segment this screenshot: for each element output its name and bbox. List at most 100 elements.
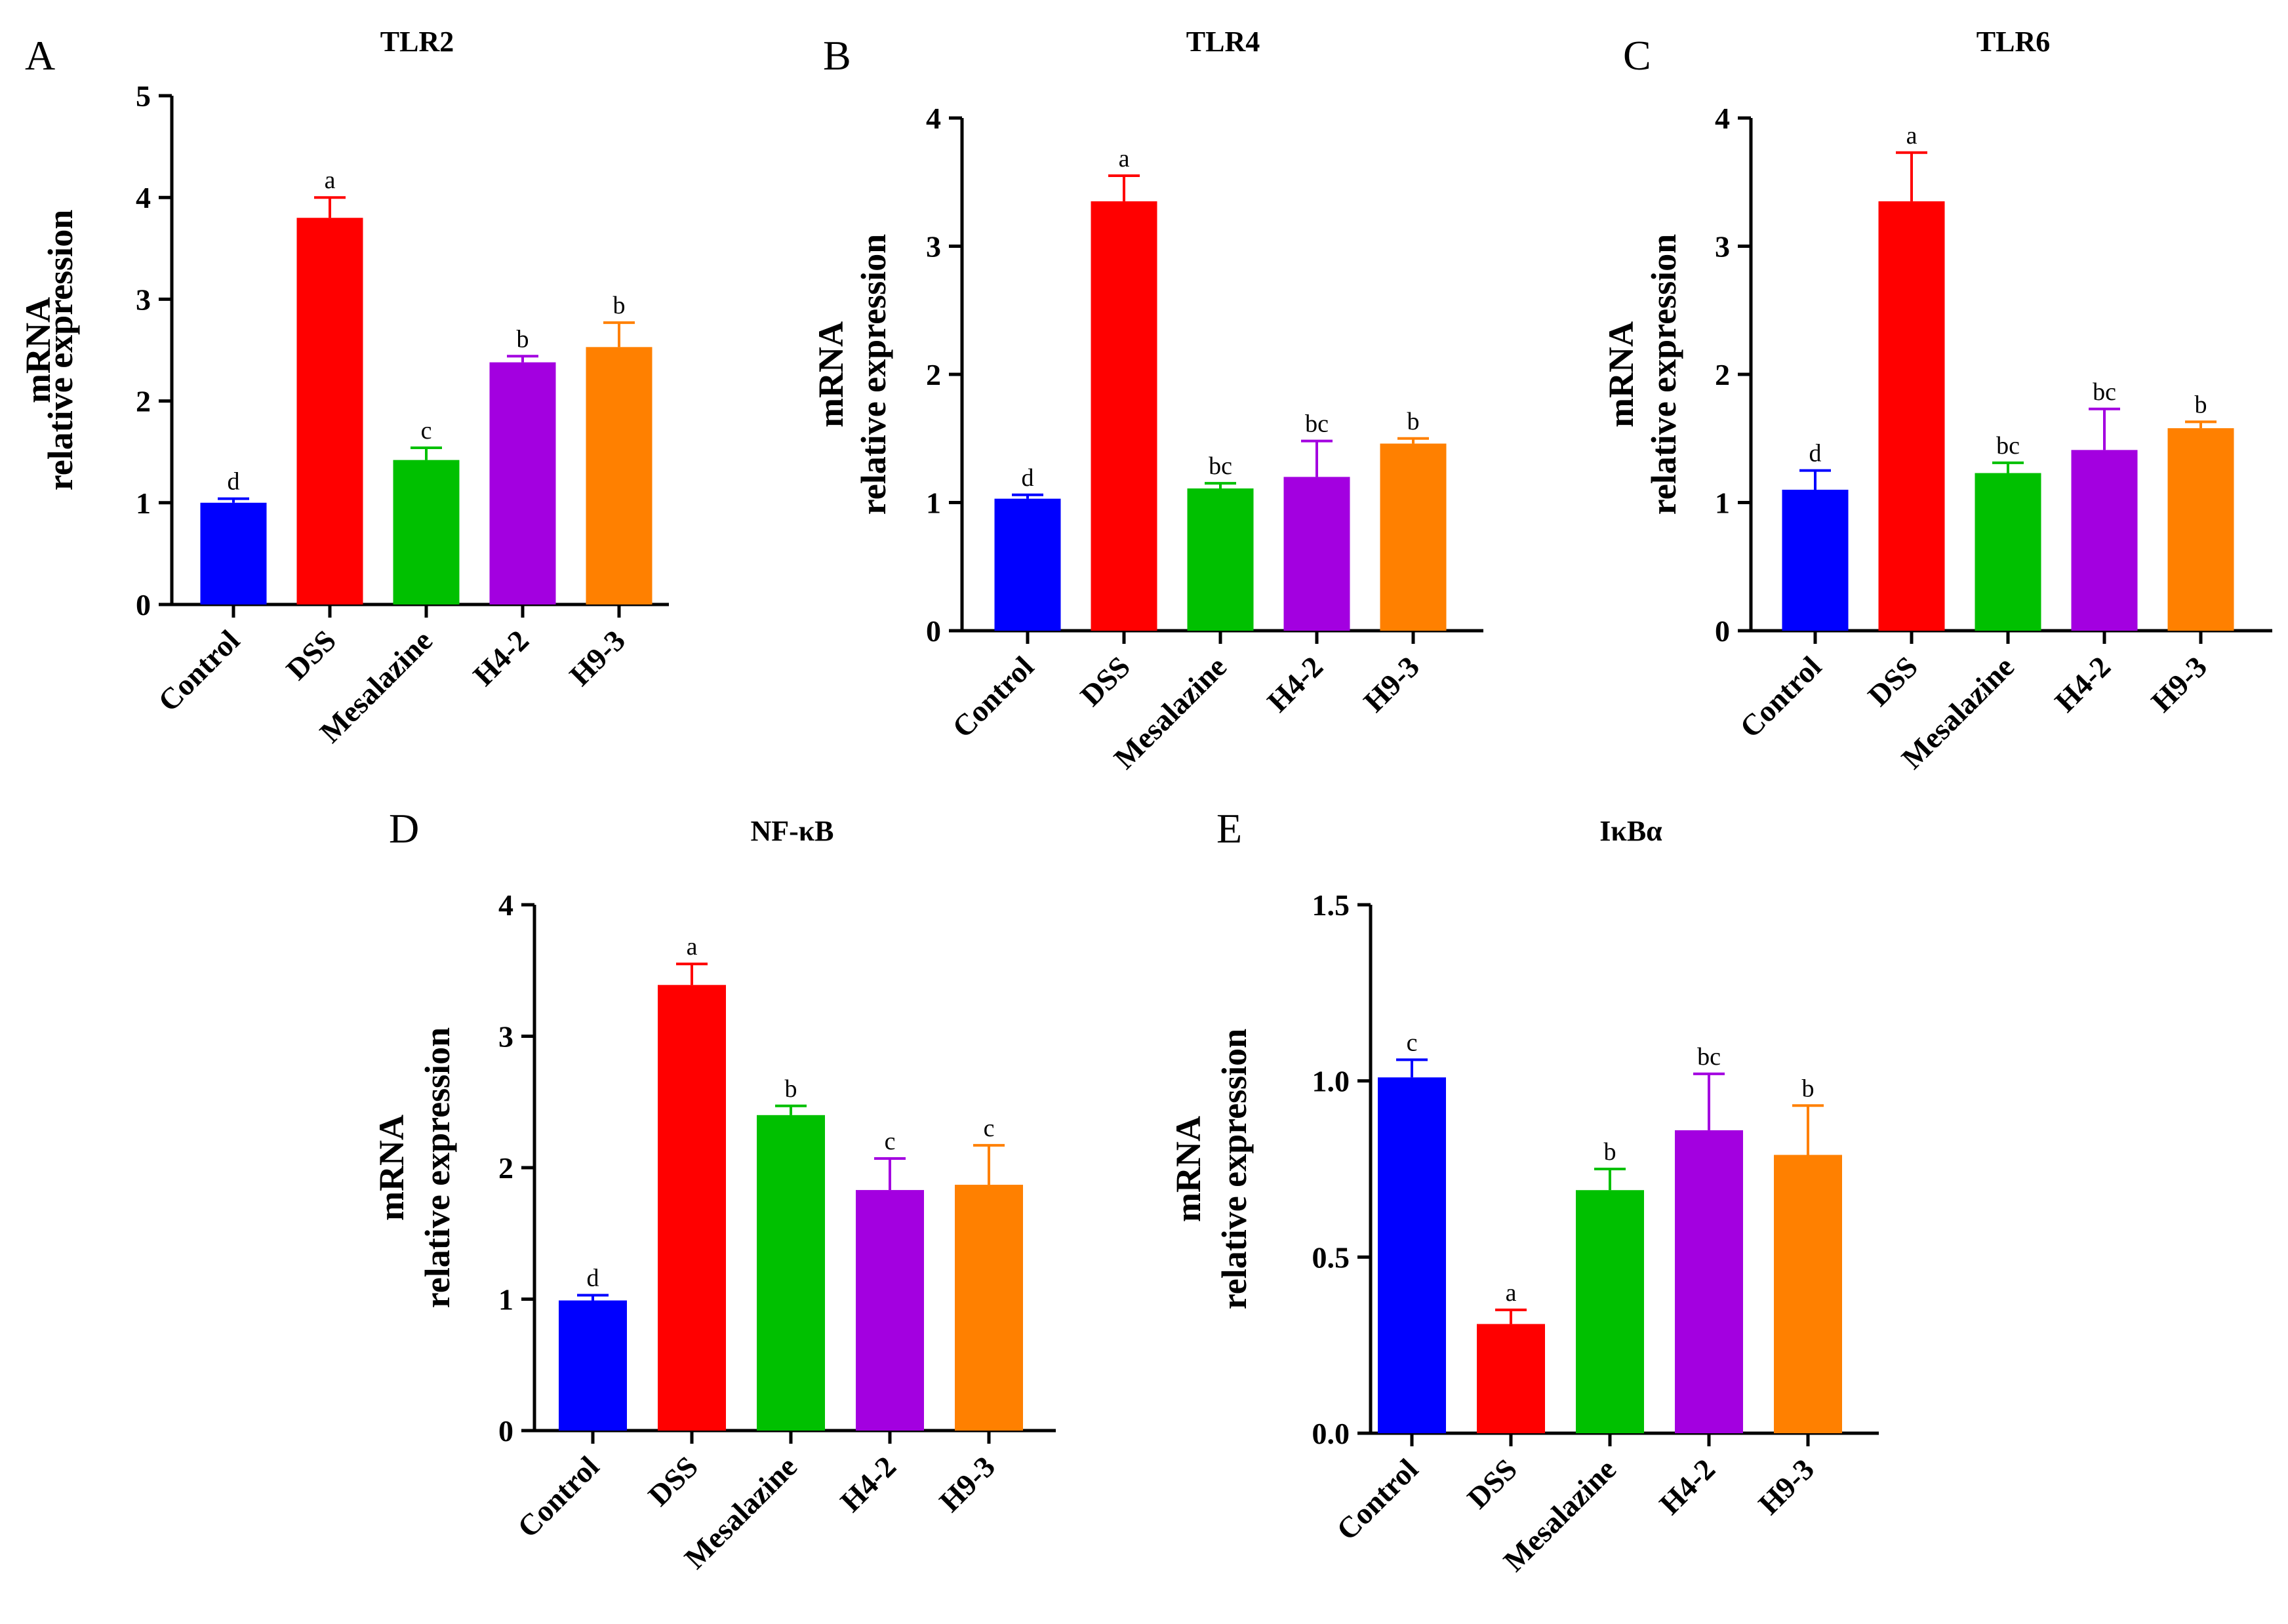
y-tick-label: 3 — [498, 1020, 513, 1054]
y-tick-label: 3 — [926, 230, 941, 264]
bar — [658, 985, 726, 1431]
category-label: DSS — [1074, 650, 1136, 713]
y-axis-label-line1: mRNA — [1601, 321, 1641, 427]
category-label: H9-3 — [933, 1450, 1001, 1518]
bar — [489, 362, 556, 604]
significance-label: a — [1906, 122, 1917, 149]
y-tick-label: 1 — [498, 1283, 513, 1317]
bar — [994, 498, 1061, 631]
chart-e: E IκBα mRNA relative expression 0.0 0.5 1.0 1.5… — [1169, 805, 1879, 1577]
y-tick-label: 4 — [1715, 102, 1730, 135]
significance-label: bc — [1996, 432, 2020, 460]
y-tick-label: 4 — [136, 181, 151, 214]
bar — [955, 1185, 1023, 1431]
significance-label: a — [687, 933, 698, 961]
chart-title: TLR2 — [380, 26, 454, 58]
y-tick-label: 1 — [926, 486, 941, 520]
chart-title: NF-κB — [750, 815, 833, 847]
y-axis-label-line2: relative expression — [418, 1027, 457, 1308]
y-tick-label: 0 — [136, 588, 151, 622]
chart-d: D NF-κB mRNA relative expression 0 1 2 3 4 d Contr… — [372, 805, 1056, 1575]
bar — [1283, 477, 1350, 631]
significance-label: a — [325, 167, 336, 194]
significance-label: c — [984, 1115, 995, 1142]
significance-label: c — [421, 417, 432, 445]
y-tick-label: 0 — [498, 1414, 513, 1448]
significance-label: bc — [1209, 452, 1232, 480]
significance-label: a — [1506, 1279, 1517, 1307]
category-label: H4-2 — [833, 1450, 902, 1518]
bar — [1675, 1130, 1743, 1433]
significance-label: b — [613, 292, 626, 319]
y-tick-label: 1 — [1715, 486, 1730, 520]
bar — [1477, 1324, 1545, 1433]
significance-label: b — [785, 1075, 797, 1103]
panel-letter: C — [1623, 32, 1651, 79]
y-tick-label: 1 — [136, 486, 151, 520]
y-tick-label: 2 — [136, 385, 151, 418]
panel-letter: B — [823, 32, 851, 79]
category-label: H4-2 — [1260, 650, 1329, 719]
significance-label: b — [517, 325, 529, 353]
significance-label: b — [1604, 1138, 1616, 1166]
bar — [1774, 1155, 1842, 1433]
y-axis-label-line2: relative expression — [1214, 1029, 1254, 1309]
chart-b: B TLR4 mRNA relative expression 0 1 2 3 4 d Contro… — [811, 26, 1483, 775]
significance-label: bc — [2093, 378, 2116, 406]
bar — [1091, 201, 1157, 631]
significance-label: b — [2195, 391, 2207, 418]
chart-c: C TLR6 mRNA relative expression 0 1 2 3 4 d Contro… — [1601, 26, 2272, 775]
category-label: H9-3 — [1357, 650, 1426, 719]
category-label: H4-2 — [2048, 650, 2117, 719]
category-label: DSS — [1460, 1452, 1523, 1515]
y-tick-label: 4 — [926, 102, 941, 135]
bar — [1782, 489, 1849, 631]
y-tick-label: 0 — [926, 614, 941, 648]
y-axis-label-line1: mRNA — [1169, 1116, 1208, 1222]
bar — [1380, 443, 1447, 631]
y-tick-label: 0 — [1715, 614, 1730, 648]
bar — [200, 502, 267, 604]
y-axis-label-line2: relative expression — [41, 210, 80, 490]
significance-label: d — [1809, 440, 1822, 467]
category-label: Control — [1330, 1452, 1424, 1547]
y-tick-label: 3 — [1715, 230, 1730, 264]
bar — [393, 460, 460, 604]
y-axis-label-line2: relative expression — [1644, 234, 1683, 515]
category-label: H9-3 — [1752, 1452, 1820, 1521]
category-label: Control — [1733, 650, 1828, 744]
panel-letter: E — [1216, 805, 1242, 852]
bar — [559, 1300, 627, 1431]
y-axis-label-line2: relative expression — [854, 234, 893, 515]
significance-label: c — [885, 1128, 896, 1155]
bar — [856, 1190, 924, 1431]
category-label: H4-2 — [1653, 1452, 1721, 1521]
panel-letter: A — [25, 32, 55, 79]
y-tick-label: 5 — [136, 79, 151, 113]
category-label: DSS — [279, 624, 342, 686]
category-label: H4-2 — [466, 624, 535, 692]
significance-label: bc — [1305, 410, 1329, 438]
y-axis-label-line1: mRNA — [811, 321, 851, 427]
category-label: Control — [511, 1450, 605, 1544]
significance-label: d — [1022, 464, 1034, 492]
significance-label: b — [1802, 1075, 1815, 1102]
y-axis-label-line1: mRNA — [18, 297, 58, 403]
bar — [2071, 450, 2138, 631]
panel-letter: D — [389, 805, 419, 852]
y-tick-label: 4 — [498, 888, 513, 922]
bar — [757, 1115, 825, 1431]
y-tick-label: 0.5 — [1312, 1240, 1350, 1274]
bar — [1378, 1077, 1446, 1433]
bar — [1576, 1190, 1644, 1433]
bar — [1878, 201, 1945, 631]
y-tick-label: 2 — [926, 358, 941, 391]
significance-label: bc — [1697, 1043, 1721, 1071]
category-label: Control — [946, 650, 1040, 744]
category-label: DSS — [641, 1450, 704, 1513]
category-label: H9-3 — [2144, 650, 2213, 719]
y-tick-label: 2 — [498, 1151, 513, 1185]
category-label: H9-3 — [563, 624, 632, 692]
